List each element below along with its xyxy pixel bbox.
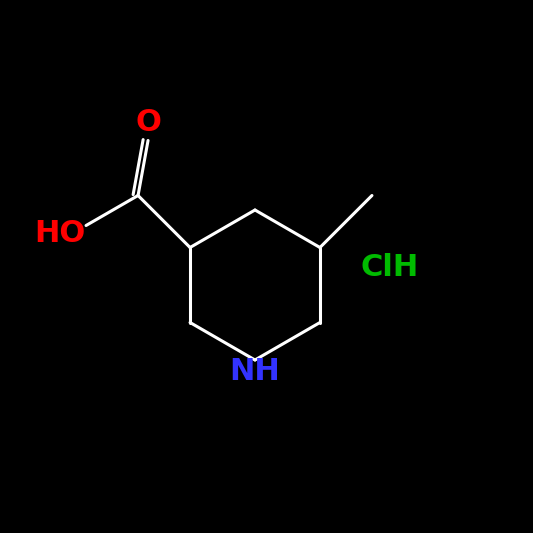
- Text: ClH: ClH: [361, 254, 419, 282]
- Text: O: O: [135, 108, 161, 137]
- Text: NH: NH: [230, 358, 280, 386]
- Text: HO: HO: [35, 219, 86, 248]
